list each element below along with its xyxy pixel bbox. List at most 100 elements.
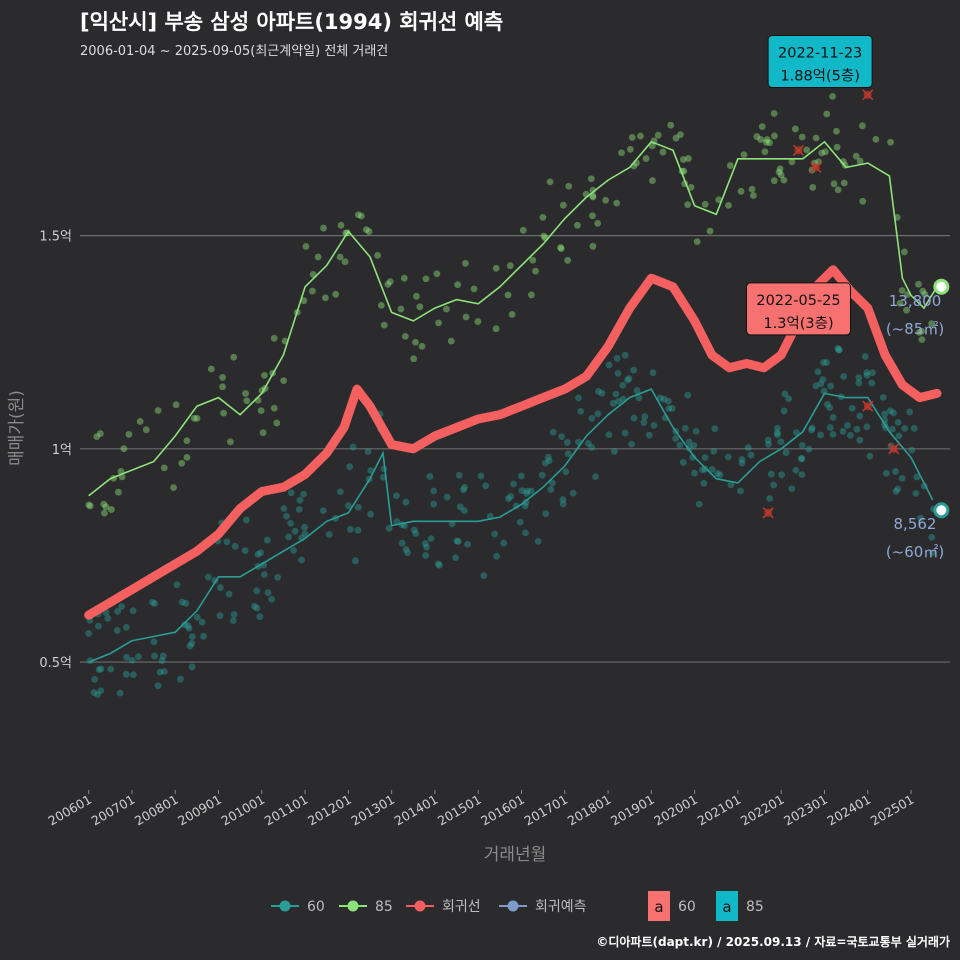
transaction-point [859, 197, 867, 205]
transaction-point [589, 242, 597, 250]
transaction-point [894, 485, 902, 493]
transaction-point [908, 446, 916, 454]
transaction-point [844, 421, 851, 429]
transaction-point [229, 617, 237, 624]
transaction-point [257, 407, 265, 415]
transaction-point [921, 290, 929, 298]
transaction-point [726, 162, 734, 169]
transaction-point [559, 201, 567, 209]
transaction-point [684, 391, 692, 399]
transaction-point [129, 607, 137, 615]
transaction-point [480, 572, 488, 580]
transaction-point [853, 425, 861, 433]
transaction-point [633, 387, 641, 394]
transaction-point [85, 629, 93, 637]
x-tick-label: 201601 [478, 792, 527, 829]
transaction-point [915, 280, 922, 288]
transaction-point [910, 424, 918, 432]
transaction-point [839, 428, 847, 435]
transaction-point [134, 653, 142, 661]
transaction-point [462, 260, 469, 267]
transaction-point [116, 689, 124, 697]
transaction-point [523, 489, 531, 497]
transaction-point [598, 389, 606, 397]
transaction-point [352, 557, 359, 565]
series-line-85 [88, 140, 938, 497]
transaction-point [872, 135, 880, 143]
transaction-point [259, 429, 267, 437]
x-tick-label: 202401 [824, 792, 873, 829]
transaction-point [656, 394, 664, 402]
transaction-point [826, 424, 834, 431]
transaction-point [263, 536, 271, 544]
transaction-point [154, 407, 162, 414]
x-tick-label: 201101 [262, 792, 311, 829]
transaction-point [220, 409, 228, 417]
transaction-point [402, 546, 410, 553]
transaction-point [781, 390, 789, 398]
transaction-point [834, 344, 842, 352]
transaction-point [460, 507, 468, 515]
legend: 60 85 회귀선 회귀예측 a 60 a 85 [271, 891, 764, 921]
transaction-point [397, 305, 405, 313]
legend-swatch-dot [414, 900, 426, 912]
transaction-point [413, 292, 420, 300]
transaction-point [896, 299, 904, 307]
transaction-point [477, 472, 485, 480]
transaction-point [354, 503, 362, 511]
transaction-point [412, 530, 420, 537]
transaction-point [900, 248, 908, 256]
transaction-point [771, 132, 778, 140]
transaction-point [770, 177, 778, 185]
legend-box-swatch [716, 891, 738, 921]
transaction-point [892, 487, 900, 495]
transaction-point [708, 465, 716, 473]
outlier-x-mark [810, 161, 822, 173]
transaction-point [427, 535, 435, 543]
transaction-point [564, 256, 572, 264]
transaction-point [540, 232, 548, 240]
transaction-point [798, 455, 805, 463]
outlier-x-mark [862, 89, 874, 101]
transaction-point [648, 142, 656, 150]
transaction-point [595, 387, 602, 395]
transaction-point [679, 156, 687, 163]
transaction-point [226, 438, 234, 446]
transaction-point [400, 274, 408, 282]
transaction-point [507, 493, 515, 500]
transaction-point [898, 287, 906, 294]
transaction-point [701, 454, 709, 461]
transaction-point [575, 394, 582, 402]
chart-title: [익산시] 부송 삼성 아파트(1994) 회귀선 예측 [80, 10, 504, 34]
transaction-point [727, 481, 735, 489]
transaction-point [635, 394, 643, 402]
transaction-point [805, 445, 813, 453]
transaction-point [821, 148, 829, 156]
transaction-point [270, 334, 278, 342]
transaction-point [866, 452, 874, 460]
transaction-point [149, 598, 156, 606]
transaction-point [522, 498, 530, 506]
x-tick-label: 201901 [608, 792, 657, 829]
transaction-point [569, 489, 577, 497]
transaction-point [384, 280, 392, 288]
transaction-point [268, 595, 276, 603]
transaction-point [676, 441, 684, 449]
transaction-point [584, 439, 592, 447]
transaction-point [362, 226, 370, 234]
transaction-point [817, 380, 825, 388]
transaction-point [491, 530, 499, 538]
x-tick-label: 201301 [348, 792, 397, 829]
x-tick-label: 200601 [45, 792, 94, 829]
transaction-point [840, 373, 848, 380]
transaction-point [798, 454, 806, 462]
transaction-point [798, 471, 806, 478]
transaction-point [630, 366, 638, 374]
transaction-point [184, 622, 192, 629]
transaction-point [207, 365, 215, 373]
transaction-point [664, 397, 672, 405]
transaction-point [296, 496, 304, 504]
transaction-point [283, 512, 290, 520]
transaction-point [416, 303, 424, 311]
